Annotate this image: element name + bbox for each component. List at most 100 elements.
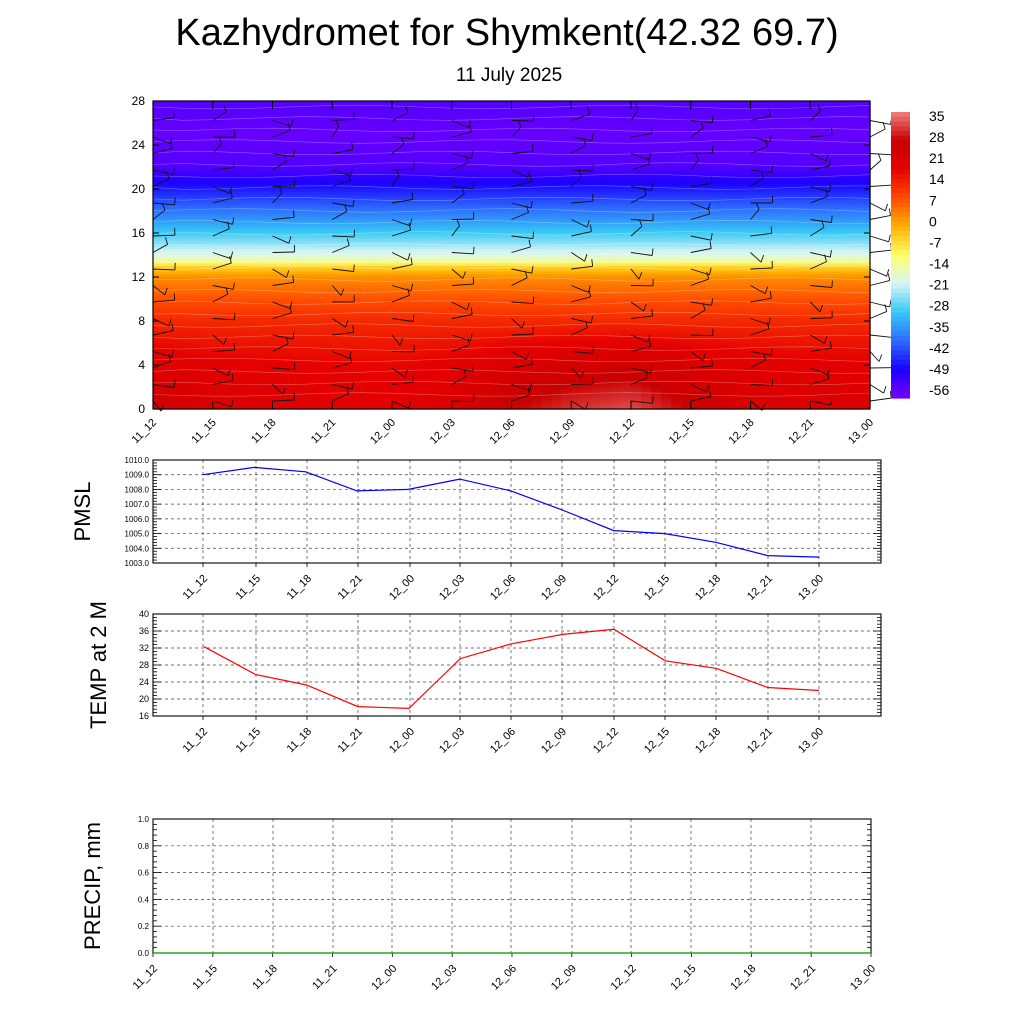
heatmap-cell (621, 139, 632, 143)
heatmap-cell (750, 282, 762, 286)
heatmap-cell (491, 257, 503, 262)
heatmap-cell (710, 172, 722, 176)
heatmap-cell (521, 114, 533, 119)
heatmap-cell (182, 266, 194, 270)
heatmap-cell (471, 136, 483, 141)
heatmap-cell (690, 230, 702, 234)
heatmap-cell (372, 279, 383, 284)
heatmap-cell (820, 103, 831, 108)
heatmap-cell (352, 230, 363, 234)
heatmap-cell (670, 211, 682, 215)
heatmap-cell (680, 268, 692, 273)
heatmap-cell (860, 271, 871, 275)
heatmap-cell (581, 189, 592, 193)
heatmap-cell (601, 106, 612, 110)
heatmap-cell (621, 279, 632, 284)
heatmap-cell (411, 103, 423, 108)
heatmap-cell (382, 128, 393, 132)
heatmap-cell (372, 112, 383, 116)
heatmap-cell (631, 180, 642, 185)
heatmap-cell (840, 213, 851, 218)
heatmap-cell (850, 169, 861, 174)
heatmap-cell (501, 216, 513, 220)
heatmap-cell (202, 103, 214, 108)
heatmap-cell (342, 235, 353, 240)
heatmap-cell (312, 156, 323, 160)
heatmap-cell (720, 271, 732, 275)
heatmap-cell (392, 101, 403, 105)
heatmap-cell (601, 145, 612, 149)
heatmap-cell (780, 147, 791, 152)
heatmap-cell (840, 224, 851, 229)
heatmap-cell (242, 156, 254, 160)
heatmap-cell (242, 167, 254, 171)
heatmap-cell (322, 274, 333, 278)
heatmap-cell (591, 101, 602, 105)
heatmap-cell (352, 257, 363, 262)
heatmap-cell (352, 167, 363, 171)
heatmap-cell (441, 156, 453, 160)
heatmap-cell (242, 150, 254, 154)
heatmap-cell (631, 260, 642, 264)
heatmap-cell (611, 285, 622, 289)
heatmap-cell (192, 268, 204, 273)
heatmap-cell (810, 178, 821, 182)
heatmap-cell (860, 167, 871, 171)
heatmap-cell (451, 230, 463, 234)
heatmap-cell (830, 109, 841, 113)
heatmap-cell (730, 164, 742, 168)
heatmap-cell (860, 109, 871, 113)
heatmap-cell (631, 178, 642, 182)
heatmap-cell (153, 131, 164, 135)
heatmap-cell (162, 222, 174, 226)
heatmap-cell (282, 197, 294, 201)
heatmap-cell (770, 142, 781, 146)
heatmap-cell (202, 114, 214, 119)
heatmap-cell (461, 164, 473, 168)
heatmap-cell (611, 255, 622, 259)
heatmap-cell (382, 169, 393, 174)
heatmap-cell (800, 167, 811, 171)
heatmap-cell (840, 227, 851, 231)
heatmap-cell (372, 216, 383, 220)
heatmap-cell (342, 271, 353, 275)
heatmap-cell (670, 147, 682, 152)
heatmap-cell (312, 255, 323, 259)
heatmap-cell (660, 178, 672, 182)
heatmap-cell (262, 178, 274, 182)
heatmap-cell (840, 158, 851, 163)
heatmap-cell (631, 158, 642, 163)
heatmap-cell (571, 200, 582, 204)
heatmap-cell (232, 117, 244, 121)
heatmap-cell (322, 233, 333, 237)
heatmap-cell (372, 169, 383, 174)
heatmap-cell (162, 114, 174, 119)
heatmap-cell (501, 271, 513, 275)
heatmap-cell (312, 158, 323, 163)
heatmap-cell (591, 260, 602, 264)
heatmap-cell (352, 277, 363, 281)
heatmap-cell (800, 279, 811, 284)
heatmap-cell (372, 120, 383, 124)
heatmap-cell (561, 252, 572, 256)
heatmap-cell (322, 131, 333, 135)
heatmap-cell (591, 139, 602, 143)
heatmap-cell (282, 120, 294, 124)
heatmap-cell (640, 136, 652, 141)
heatmap-cell (431, 101, 443, 105)
heatmap-cell (850, 189, 861, 193)
heatmap-cell (272, 219, 284, 223)
heatmap-cell (830, 156, 841, 160)
heatmap-cell (601, 202, 612, 207)
heatmap-cell (451, 268, 463, 273)
heatmap-cell (551, 244, 562, 248)
heatmap-cell (621, 213, 632, 218)
heatmap-cell (631, 106, 642, 110)
heatmap-cell (461, 252, 473, 256)
heatmap-cell (790, 271, 801, 275)
heatmap-cell (392, 227, 403, 231)
heatmap-cell (820, 191, 831, 196)
heatmap-cell (362, 156, 373, 160)
heatmap-cell (650, 222, 662, 226)
heatmap-cell (740, 263, 752, 267)
